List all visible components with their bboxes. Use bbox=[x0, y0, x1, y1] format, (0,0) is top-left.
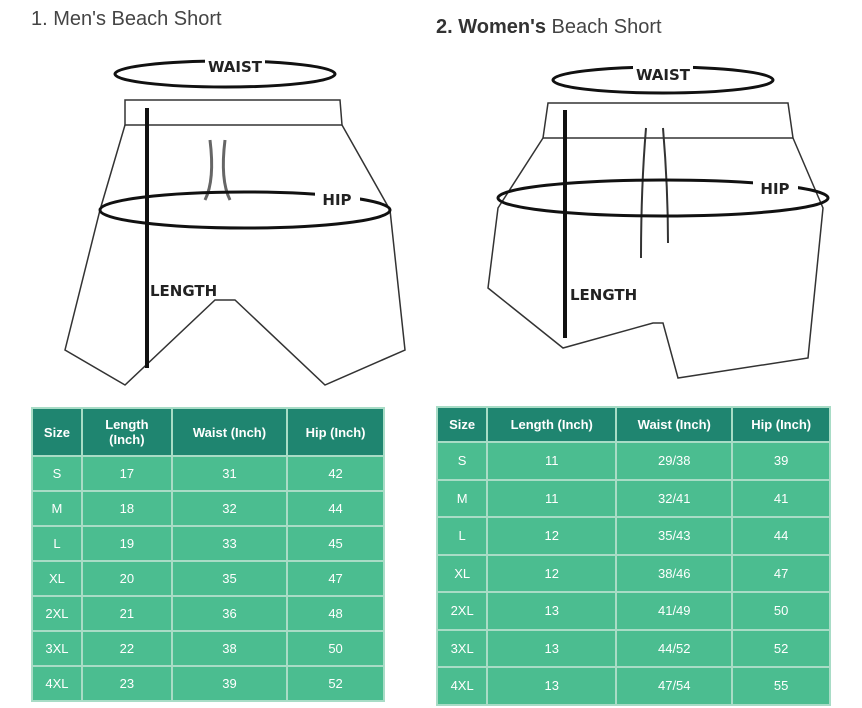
header-hip: Hip (Inch) bbox=[286, 407, 385, 457]
table-cell: 13 bbox=[486, 666, 618, 706]
table-cell: 3XL bbox=[435, 628, 489, 668]
table-row: S 11 29/38 39 bbox=[435, 441, 831, 481]
women-size-table: Size Length (Inch) Waist (Inch) Hip (Inc… bbox=[435, 406, 831, 706]
table-cell: 29/38 bbox=[615, 441, 734, 481]
table-row: L 12 35/43 44 bbox=[435, 516, 831, 556]
table-cell: 39 bbox=[170, 665, 289, 702]
table-cell: 36 bbox=[170, 595, 289, 632]
women-shorts-diagram: WAIST HIP LENGTH bbox=[487, 64, 830, 379]
table-row: S 17 31 42 bbox=[31, 455, 385, 492]
table-cell: 50 bbox=[286, 630, 385, 667]
table-cell: 48 bbox=[286, 595, 385, 632]
table-header-row: Size Length (Inch) Waist (Inch) Hip (Inc… bbox=[435, 406, 831, 443]
header-waist: Waist (Inch) bbox=[170, 407, 289, 457]
men-length-label: LENGTH bbox=[150, 282, 217, 300]
table-cell: 19 bbox=[80, 525, 173, 562]
table-cell: 11 bbox=[486, 478, 618, 518]
table-cell: XL bbox=[31, 560, 83, 597]
table-cell: 32 bbox=[170, 490, 289, 527]
women-length-label: LENGTH bbox=[570, 286, 637, 304]
men-title: 1. Men's Beach Short bbox=[31, 8, 222, 30]
table-row: XL 20 35 47 bbox=[31, 560, 385, 597]
table-cell: 4XL bbox=[435, 666, 489, 706]
table-cell: 2XL bbox=[31, 595, 83, 632]
table-cell: S bbox=[31, 455, 83, 492]
table-row: M 18 32 44 bbox=[31, 490, 385, 527]
table-cell: 39 bbox=[731, 441, 831, 481]
table-cell: 42 bbox=[286, 455, 385, 492]
header-hip: Hip (Inch) bbox=[731, 406, 831, 443]
table-cell: 38 bbox=[170, 630, 289, 667]
men-shorts-diagram: WAIST HIP LENGTH bbox=[64, 56, 406, 386]
table-cell: 52 bbox=[286, 665, 385, 702]
table-cell: 50 bbox=[731, 591, 831, 631]
table-row: 2XL 13 41/49 50 bbox=[435, 591, 831, 631]
table-cell: 41 bbox=[731, 478, 831, 518]
table-cell: 21 bbox=[80, 595, 173, 632]
table-cell: 45 bbox=[286, 525, 385, 562]
table-cell: 20 bbox=[80, 560, 173, 597]
table-cell: 44/52 bbox=[615, 628, 734, 668]
table-row: L 19 33 45 bbox=[31, 525, 385, 562]
women-title-bold: 2. Women's bbox=[436, 16, 546, 38]
table-cell: 47 bbox=[286, 560, 385, 597]
table-cell: 3XL bbox=[31, 630, 83, 667]
table-cell: 31 bbox=[170, 455, 289, 492]
women-title: 2. Women's Beach Short bbox=[436, 16, 662, 39]
table-cell: 18 bbox=[80, 490, 173, 527]
table-cell: 47 bbox=[731, 553, 831, 593]
table-row: XL 12 38/46 47 bbox=[435, 553, 831, 593]
table-cell: 11 bbox=[486, 441, 618, 481]
table-cell: 2XL bbox=[435, 591, 489, 631]
table-cell: 13 bbox=[486, 591, 618, 631]
table-cell: 23 bbox=[80, 665, 173, 702]
table-cell: 38/46 bbox=[615, 553, 734, 593]
header-size: Size bbox=[435, 406, 489, 443]
table-cell: S bbox=[435, 441, 489, 481]
table-cell: 52 bbox=[731, 628, 831, 668]
table-row: 3XL 22 38 50 bbox=[31, 630, 385, 667]
table-cell: L bbox=[31, 525, 83, 562]
table-cell: 12 bbox=[486, 553, 618, 593]
table-cell: L bbox=[435, 516, 489, 556]
table-cell: 41/49 bbox=[615, 591, 734, 631]
table-cell: 22 bbox=[80, 630, 173, 667]
men-waist-label: WAIST bbox=[208, 58, 263, 76]
women-waist-label: WAIST bbox=[636, 66, 691, 84]
table-cell: XL bbox=[435, 553, 489, 593]
women-hip-label: HIP bbox=[760, 180, 789, 198]
table-cell: 35/43 bbox=[615, 516, 734, 556]
table-row: 2XL 21 36 48 bbox=[31, 595, 385, 632]
table-cell: 55 bbox=[731, 666, 831, 706]
table-cell: 35 bbox=[170, 560, 289, 597]
table-cell: 44 bbox=[731, 516, 831, 556]
table-cell: 33 bbox=[170, 525, 289, 562]
table-row: 3XL 13 44/52 52 bbox=[435, 628, 831, 668]
table-row: 4XL 23 39 52 bbox=[31, 665, 385, 702]
table-cell: 32/41 bbox=[615, 478, 734, 518]
table-header-row: Size Length (Inch) Waist (Inch) Hip (Inc… bbox=[31, 407, 385, 457]
header-length: Length (Inch) bbox=[486, 406, 618, 443]
men-hip-label: HIP bbox=[322, 191, 351, 209]
table-cell: 44 bbox=[286, 490, 385, 527]
table-row: M 11 32/41 41 bbox=[435, 478, 831, 518]
table-row: 4XL 13 47/54 55 bbox=[435, 666, 831, 706]
table-cell: 13 bbox=[486, 628, 618, 668]
men-size-table: Size Length (Inch) Waist (Inch) Hip (Inc… bbox=[31, 407, 385, 702]
table-cell: 17 bbox=[80, 455, 173, 492]
table-cell: 47/54 bbox=[615, 666, 734, 706]
header-waist: Waist (Inch) bbox=[615, 406, 734, 443]
header-size: Size bbox=[31, 407, 83, 457]
table-cell: M bbox=[435, 478, 489, 518]
women-title-rest: Beach Short bbox=[545, 16, 662, 38]
table-cell: 12 bbox=[486, 516, 618, 556]
header-length: Length (Inch) bbox=[80, 407, 173, 457]
table-cell: 4XL bbox=[31, 665, 83, 702]
table-cell: M bbox=[31, 490, 83, 527]
